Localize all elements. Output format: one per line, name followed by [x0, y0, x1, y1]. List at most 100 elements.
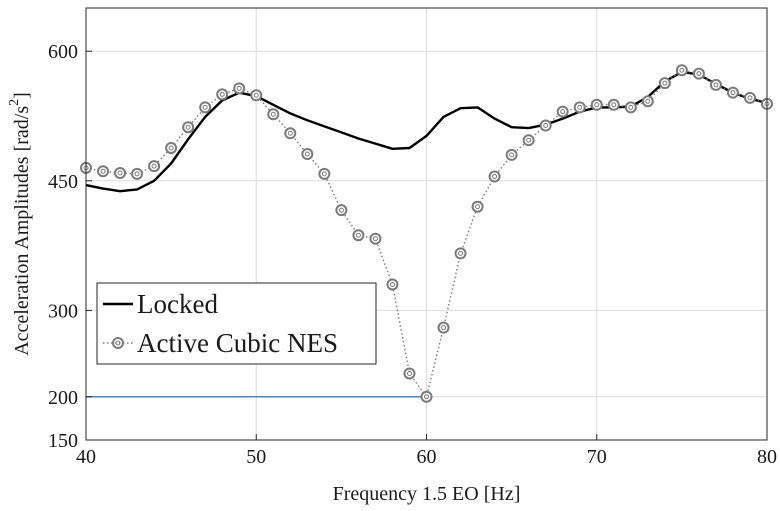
data-point-active-cubic-nes	[590, 98, 603, 111]
data-point-active-cubic-nes	[692, 67, 705, 80]
data-point-inner-active-cubic-nes	[151, 163, 157, 169]
y-tick-label: 150	[48, 430, 78, 452]
data-point-active-cubic-nes	[182, 121, 195, 134]
data-point-active-cubic-nes	[267, 108, 280, 121]
data-point-active-cubic-nes	[505, 148, 518, 161]
data-point-inner-active-cubic-nes	[100, 168, 106, 174]
data-point-active-cubic-nes	[675, 64, 688, 77]
data-point-inner-active-cubic-nes	[304, 151, 310, 157]
data-point-inner-active-cubic-nes	[134, 171, 140, 177]
data-point-active-cubic-nes	[386, 278, 399, 291]
data-point-inner-active-cubic-nes	[713, 82, 719, 88]
data-point-active-cubic-nes	[131, 167, 144, 180]
data-point-inner-active-cubic-nes	[185, 124, 191, 130]
data-point-inner-active-cubic-nes	[679, 67, 685, 73]
data-point-active-cubic-nes	[97, 165, 110, 178]
ticks: 40 50 60 70 80 150 200 300 450 600	[48, 41, 777, 468]
data-point-active-cubic-nes	[284, 127, 297, 140]
data-point-active-cubic-nes	[335, 204, 348, 217]
series-layer	[80, 64, 773, 403]
data-point-inner-active-cubic-nes	[492, 173, 498, 179]
legend-marker-active-cubic-nes	[112, 337, 124, 349]
data-point-active-cubic-nes	[233, 82, 246, 95]
data-point-inner-active-cubic-nes	[321, 171, 327, 177]
data-point-inner-active-cubic-nes	[253, 92, 259, 98]
data-point-inner-active-cubic-nes	[287, 130, 293, 136]
y-tick-label: 600	[48, 41, 78, 63]
data-point-inner-active-cubic-nes	[577, 104, 583, 110]
data-point-active-cubic-nes	[522, 134, 535, 147]
data-point-active-cubic-nes	[726, 86, 739, 99]
data-point-active-cubic-nes	[301, 148, 314, 161]
data-point-active-cubic-nes	[250, 89, 263, 102]
data-point-active-cubic-nes	[199, 101, 212, 114]
x-tick-label: 40	[76, 446, 96, 468]
data-point-active-cubic-nes	[641, 95, 654, 108]
data-point-inner-active-cubic-nes	[270, 111, 276, 117]
data-point-active-cubic-nes	[318, 167, 331, 180]
legend-label-active-cubic-nes: Active Cubic NES	[137, 328, 338, 358]
y-axis-label: Acceleration Amplitudes [rad/s2]	[7, 92, 34, 356]
data-point-inner-active-cubic-nes	[662, 80, 668, 86]
data-point-inner-active-cubic-nes	[389, 281, 395, 287]
y-tick-label: 450	[48, 171, 78, 193]
data-point-active-cubic-nes	[658, 77, 671, 90]
data-point-active-cubic-nes	[624, 101, 637, 114]
data-point-active-cubic-nes	[352, 229, 365, 242]
data-point-inner-active-cubic-nes	[441, 325, 447, 331]
data-point-inner-active-cubic-nes	[424, 394, 429, 400]
y-axis-label-end: ]	[11, 92, 33, 99]
data-point-inner-active-cubic-nes	[611, 102, 617, 108]
x-tick-label: 50	[246, 446, 266, 468]
data-point-active-cubic-nes	[369, 232, 382, 245]
data-point-active-cubic-nes	[148, 160, 161, 173]
y-tick-label: 200	[48, 387, 78, 409]
data-point-inner-active-cubic-nes	[475, 204, 481, 210]
legend-box	[96, 282, 377, 365]
data-point-inner-active-cubic-nes	[202, 104, 208, 110]
data-point-inner-active-cubic-nes	[406, 370, 412, 376]
y-axis-label-superscript: 2	[7, 99, 22, 106]
data-point-inner-active-cubic-nes	[355, 232, 361, 238]
data-point-active-cubic-nes	[743, 91, 756, 104]
data-point-active-cubic-nes	[216, 88, 229, 101]
x-tick-label: 70	[587, 446, 607, 468]
x-tick-label: 60	[417, 446, 437, 468]
data-point-inner-active-cubic-nes	[594, 102, 600, 108]
data-point-inner-active-cubic-nes	[730, 90, 736, 96]
data-point-inner-active-cubic-nes	[509, 152, 515, 158]
legend-marker-inner-active-cubic-nes	[115, 340, 121, 346]
data-point-inner-active-cubic-nes	[168, 145, 174, 151]
data-point-inner-active-cubic-nes	[338, 207, 344, 213]
legend: Locked Active Cubic NES	[96, 282, 377, 365]
y-axis-label-main: Acceleration Amplitudes [rad/s	[11, 106, 33, 356]
data-point-inner-active-cubic-nes	[696, 71, 702, 77]
legend-label-locked: Locked	[137, 289, 218, 319]
data-point-active-cubic-nes	[454, 247, 467, 260]
data-point-inner-active-cubic-nes	[526, 137, 532, 143]
data-point-active-cubic-nes	[165, 141, 178, 154]
data-point-active-cubic-nes	[573, 101, 586, 114]
data-point-active-cubic-nes	[403, 367, 416, 380]
x-axis-label: Frequency 1.5 EO [Hz]	[333, 483, 521, 505]
data-point-inner-active-cubic-nes	[543, 123, 549, 129]
data-point-active-cubic-nes	[488, 170, 501, 183]
data-point-inner-active-cubic-nes	[560, 109, 566, 115]
series-line-locked	[85, 70, 768, 193]
data-point-active-cubic-nes	[420, 390, 433, 403]
data-point-active-cubic-nes	[556, 105, 569, 118]
x-tick-label: 80	[757, 446, 777, 468]
data-point-active-cubic-nes	[539, 119, 552, 132]
data-point-active-cubic-nes	[437, 321, 450, 334]
data-point-inner-active-cubic-nes	[458, 250, 464, 256]
data-point-inner-active-cubic-nes	[236, 85, 242, 91]
data-point-active-cubic-nes	[709, 78, 722, 91]
data-point-active-cubic-nes	[114, 167, 127, 180]
y-tick-label: 300	[48, 300, 78, 322]
data-point-inner-active-cubic-nes	[372, 236, 378, 242]
data-point-inner-active-cubic-nes	[747, 95, 753, 101]
data-point-inner-active-cubic-nes	[219, 91, 225, 97]
data-point-active-cubic-nes	[607, 98, 620, 111]
